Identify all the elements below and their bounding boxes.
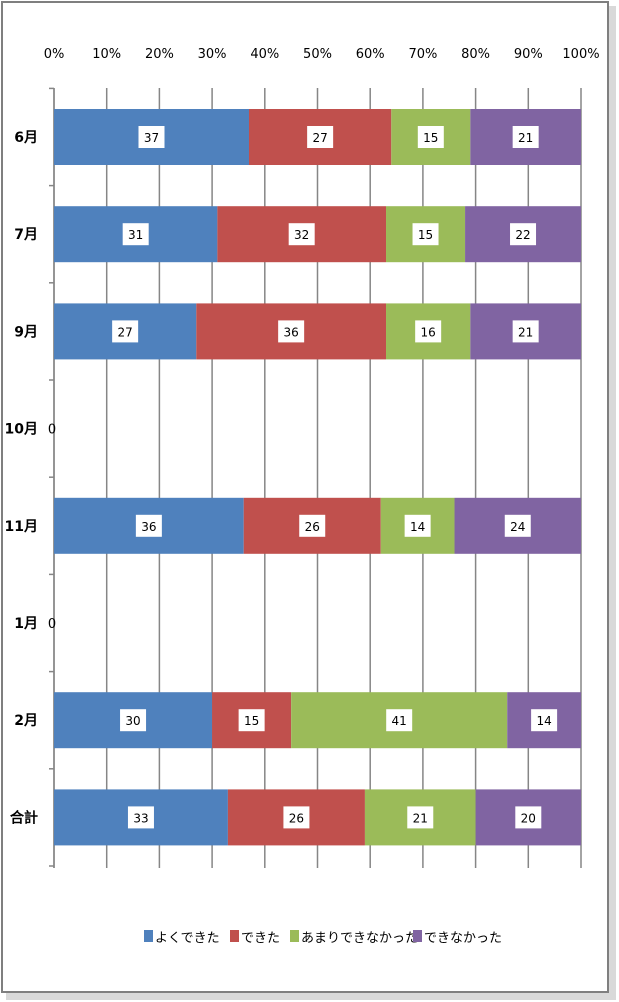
y-category-label: 合計 (10, 809, 38, 826)
legend-label: あまりできなかった (301, 931, 418, 946)
data-label: 27 (118, 325, 133, 339)
data-label-box (404, 514, 431, 537)
bar-segments (54, 109, 581, 846)
empty-category-label: 0 (48, 617, 56, 632)
x-tick-label: 60% (356, 47, 385, 62)
legend-label: よくできた (155, 931, 220, 946)
x-tick-label: 40% (250, 47, 279, 62)
data-label-box (283, 806, 310, 829)
x-tick-label: 0% (44, 47, 65, 62)
legend-swatch (144, 930, 153, 942)
x-tick-label: 90% (514, 47, 543, 62)
data-label: 15 (423, 131, 438, 145)
y-category-label: 6月 (14, 130, 38, 146)
legend-label: できた (241, 931, 280, 946)
data-label-box (278, 320, 305, 343)
data-label: 33 (133, 811, 148, 825)
data-label-box (120, 709, 147, 732)
data-label: 37 (144, 131, 159, 145)
x-tick-label: 30% (198, 47, 227, 62)
data-label: 24 (510, 520, 525, 534)
y-category-label: 10月 (5, 422, 38, 438)
data-label: 15 (418, 228, 433, 242)
x-tick-label: 100% (562, 47, 599, 62)
data-label: 41 (392, 714, 407, 728)
legend-swatch (230, 930, 239, 942)
data-label-box (504, 514, 531, 537)
x-tick-label: 20% (145, 47, 174, 62)
x-tick-label: 10% (92, 47, 121, 62)
data-label: 31 (128, 228, 143, 242)
x-tick-label: 70% (408, 47, 437, 62)
data-label: 21 (518, 325, 533, 339)
data-label-box (512, 126, 539, 148)
data-label-box (135, 514, 162, 537)
data-label: 36 (284, 325, 299, 339)
data-label-box (127, 806, 154, 829)
data-label: 16 (421, 325, 436, 339)
data-label-box (412, 223, 439, 246)
data-label: 32 (294, 228, 309, 242)
data-label-box (288, 223, 315, 246)
empty-category-label: 0 (48, 423, 56, 438)
y-category-label: 1月 (14, 616, 38, 632)
data-label: 21 (518, 131, 533, 145)
legend-swatch (290, 930, 299, 942)
data-label: 30 (125, 714, 140, 728)
y-category-label: 9月 (14, 324, 38, 340)
y-category-label: 7月 (14, 227, 38, 243)
y-category-label: 2月 (14, 713, 38, 729)
data-label: 15 (244, 714, 259, 728)
data-label: 36 (141, 520, 156, 534)
data-label-box (417, 126, 444, 148)
data-label-box (510, 223, 537, 246)
data-label-box (122, 223, 149, 246)
y-category-label: 11月 (5, 519, 38, 535)
data-label: 14 (410, 520, 425, 534)
data-label-box (512, 320, 539, 343)
data-label: 26 (305, 520, 320, 534)
data-label-box (531, 709, 558, 732)
data-label-box (238, 709, 265, 732)
data-label: 26 (289, 811, 304, 825)
x-tick-label: 80% (461, 47, 490, 62)
legend-swatch (413, 930, 422, 942)
data-label-box (138, 126, 165, 148)
data-label: 14 (536, 714, 551, 728)
data-label-box (415, 320, 442, 343)
x-tick-label: 50% (303, 47, 332, 62)
data-label-box (407, 806, 434, 829)
data-label-box (307, 126, 334, 148)
data-label: 20 (521, 811, 536, 825)
data-label-box (299, 514, 326, 537)
data-label: 22 (515, 228, 530, 242)
data-label-box (112, 320, 139, 343)
x-axis-tick-labels: 0% 10% 20% 30% 40% 50% 60% 70% 80% 90% 100% (44, 47, 600, 62)
data-label-box (515, 806, 542, 829)
legend-label: できなかった (424, 931, 502, 946)
data-label: 27 (312, 131, 327, 145)
data-label: 21 (413, 811, 428, 825)
legend: よくできた できた あまりできなかった できなかった (144, 930, 502, 946)
data-label-box (386, 709, 413, 732)
data-labels: 37 27 15 21 31 32 15 22 27 36 16 21 0 36 26 14 24 0 30 15 41… (48, 126, 558, 829)
